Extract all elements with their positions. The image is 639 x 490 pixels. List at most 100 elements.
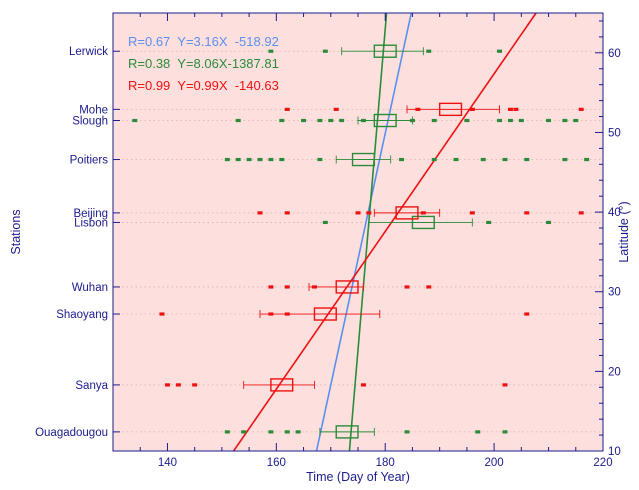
red-point	[578, 107, 584, 111]
red-point	[469, 211, 475, 215]
fit-lines-layer	[232, 12, 537, 452]
red-point	[366, 211, 372, 215]
x-tick-label: 220	[593, 457, 612, 469]
red-fit-line	[232, 12, 537, 452]
green-point	[464, 118, 470, 123]
green-point	[486, 220, 492, 225]
legend-layer: R=0.67 Y=3.16X -518.92 R=0.38 Y=8.06X-138…	[128, 34, 279, 93]
green-point	[246, 157, 252, 162]
station-label: Sanya	[75, 380, 108, 392]
y-right-tick-label: 20	[608, 366, 621, 378]
green-point	[475, 430, 481, 434]
red-point	[360, 383, 366, 387]
red-point	[284, 107, 290, 111]
green-point	[317, 118, 323, 123]
green-fit-line	[348, 12, 388, 452]
green-point	[295, 430, 301, 434]
red-point	[284, 285, 290, 289]
green-point	[502, 157, 508, 162]
station-label: Poitiers	[70, 155, 109, 167]
green-point	[431, 157, 437, 162]
red-point	[164, 383, 170, 387]
red-point	[175, 383, 181, 387]
station-label: Shaoyang	[56, 309, 108, 321]
green-point	[404, 430, 410, 434]
red-point	[355, 211, 361, 215]
green-point	[480, 157, 486, 162]
x-tick-label: 180	[376, 457, 395, 469]
green-point	[224, 430, 230, 434]
x-tick-label: 140	[158, 457, 177, 469]
y-right-tick-label: 50	[608, 127, 621, 139]
green-point	[235, 157, 241, 162]
green-point	[268, 157, 274, 162]
green-point	[507, 118, 513, 123]
plot-background	[113, 13, 603, 451]
green-point	[322, 220, 328, 225]
red-point	[333, 107, 339, 111]
red-point	[192, 383, 198, 387]
red-point	[404, 285, 410, 289]
green-point	[562, 118, 568, 123]
green-point	[502, 430, 508, 434]
green-point	[431, 118, 437, 123]
green-point	[224, 157, 230, 162]
red-point	[159, 312, 165, 316]
red-point	[426, 285, 432, 289]
green-point	[322, 49, 328, 53]
station-label: Wuhan	[72, 282, 108, 294]
green-point	[268, 430, 274, 434]
y-right-tick-label: 30	[608, 287, 621, 299]
red-point	[284, 211, 290, 215]
green-point	[235, 118, 241, 123]
red-point	[524, 312, 530, 316]
station-label: Ouagadougou	[35, 427, 108, 439]
station-label: Mohe	[79, 104, 108, 116]
green-point	[426, 49, 432, 53]
station-label: Lerwick	[69, 46, 108, 58]
green-point	[132, 118, 138, 123]
green-point	[279, 118, 285, 123]
green-point	[241, 430, 247, 434]
green-point	[339, 118, 345, 123]
green-point	[301, 118, 307, 123]
green-point	[584, 157, 590, 162]
y-axis-label-left: Stations	[9, 209, 23, 254]
green-point	[279, 157, 285, 162]
red-legend-entry: R=0.99 Y=0.99X -140.63	[128, 78, 279, 93]
red-point	[268, 285, 274, 289]
green-point	[562, 157, 568, 162]
green-point	[546, 118, 552, 123]
green-point	[497, 118, 503, 123]
data-layer	[132, 44, 590, 439]
x-tick-label: 160	[267, 457, 286, 469]
station-label: Beijing	[73, 208, 108, 220]
green-point	[257, 157, 263, 162]
red-point	[578, 211, 584, 215]
green-legend-entry: R=0.38 Y=8.06X-1387.81	[128, 56, 279, 71]
station-label: Slough	[72, 116, 108, 128]
green-point	[518, 118, 524, 123]
y-right-tick-label: 60	[608, 48, 621, 60]
green-point	[399, 157, 405, 162]
red-point	[513, 107, 519, 111]
x-axis-label: Time (Day of Year)	[306, 470, 410, 484]
y-right-tick-label: 10	[608, 446, 621, 458]
red-point	[524, 211, 530, 215]
green-point	[328, 118, 334, 123]
green-point	[268, 49, 274, 53]
station-label: Lisbon	[74, 217, 108, 229]
green-point	[524, 157, 530, 162]
x-tick-label: 200	[485, 457, 504, 469]
y-axis-label-right: Latitude (°)	[617, 201, 631, 262]
blue-legend-entry: R=0.67 Y=3.16X -518.92	[128, 34, 279, 49]
green-point	[546, 220, 552, 225]
red-point	[257, 211, 263, 215]
green-point	[317, 157, 323, 162]
y-right-tick-label: 40	[608, 207, 621, 219]
blue-fit-line	[315, 12, 413, 452]
green-point	[453, 157, 459, 162]
